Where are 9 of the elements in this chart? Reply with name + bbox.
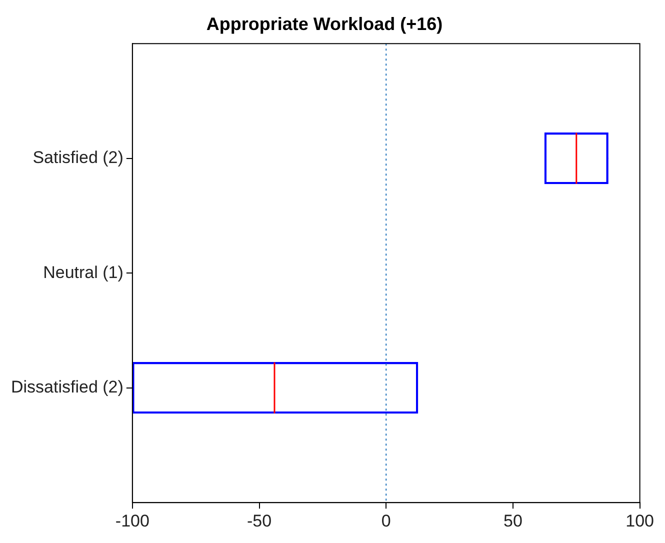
y-tick-label: Satisfied (2) (32, 148, 124, 168)
x-tick-label: -100 (115, 511, 150, 530)
y-tick-label: Neutral (1) (43, 262, 124, 282)
x-tick-label: 0 (381, 511, 391, 530)
x-tick-label: 100 (626, 511, 654, 530)
y-tick-label: Dissatisfied (2) (10, 378, 124, 397)
x-tick-label: 50 (504, 511, 522, 530)
x-tick-label: -50 (246, 511, 272, 530)
chart-title: Appropriate Workload (+16) (206, 14, 443, 34)
